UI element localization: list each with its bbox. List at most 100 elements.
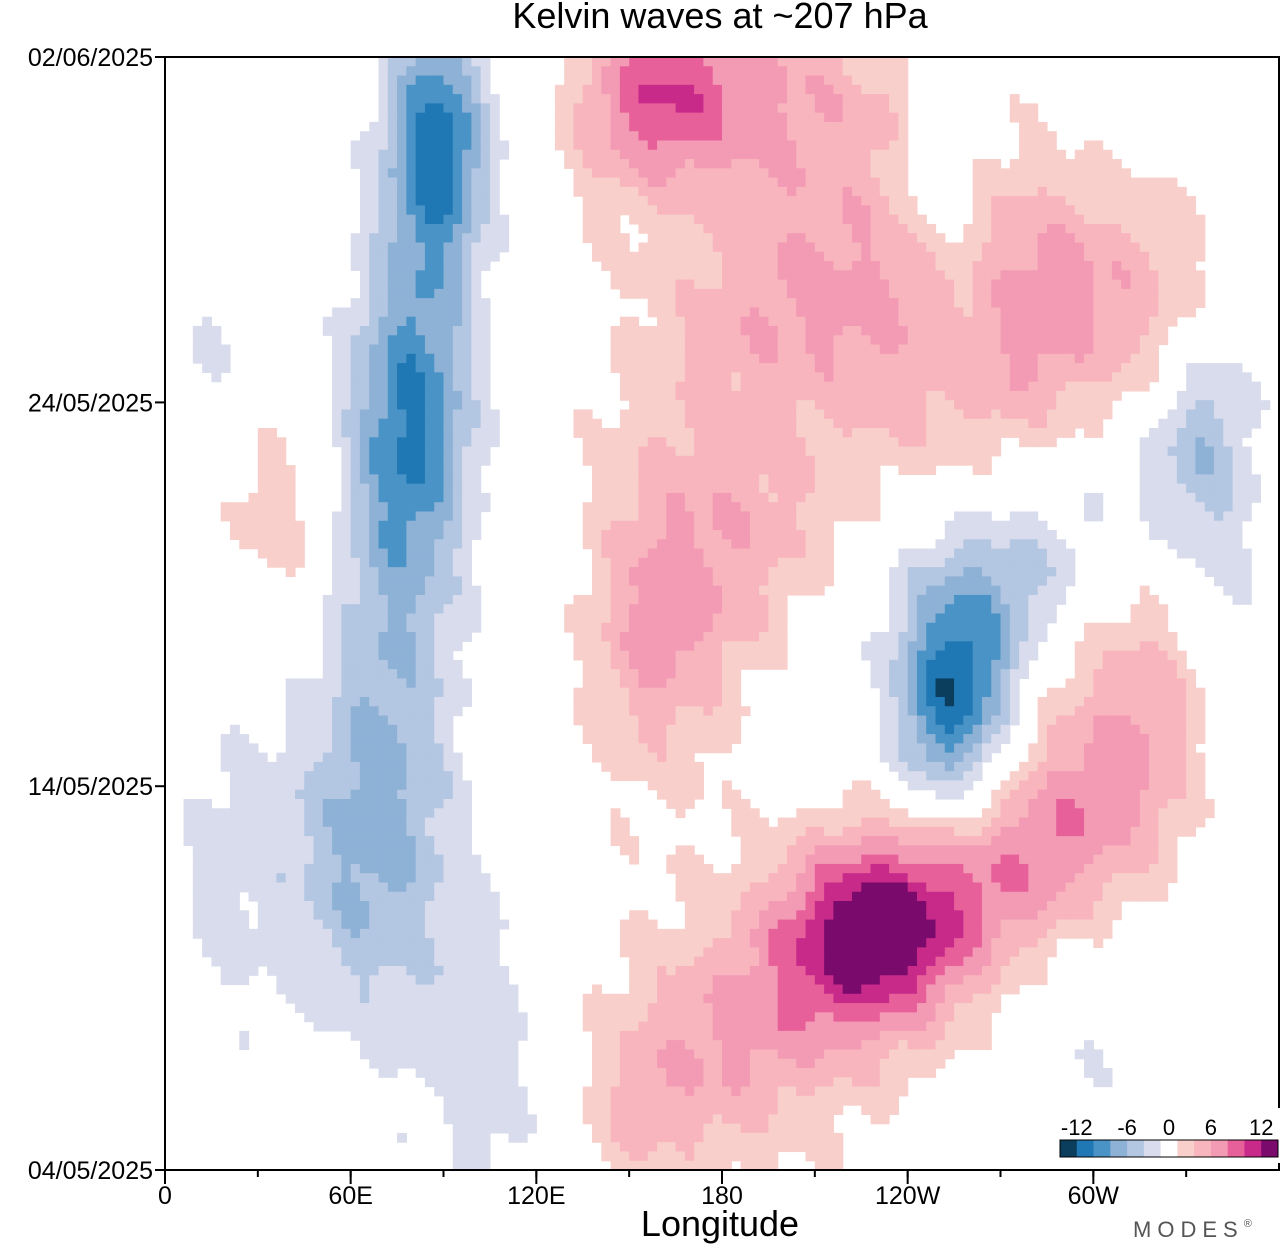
contour-cell	[981, 363, 992, 373]
contour-cell	[378, 94, 389, 104]
contour-cell	[916, 242, 927, 253]
contour-cell	[369, 140, 380, 151]
contour-cell	[1056, 390, 1067, 401]
contour-cell	[991, 316, 1002, 327]
contour-cell	[1176, 492, 1187, 503]
contour-cell	[981, 214, 992, 225]
contour-cell	[935, 316, 946, 327]
contour-cell	[712, 159, 723, 169]
contour-cell	[926, 316, 937, 327]
contour-cell	[1232, 557, 1243, 568]
contour-cell	[610, 223, 621, 234]
contour-cell	[406, 437, 417, 448]
contour-cell	[1139, 353, 1150, 364]
contour-cell	[981, 159, 992, 169]
contour-cell	[369, 214, 380, 225]
contour-cell	[731, 576, 742, 587]
contour-cell	[1176, 307, 1187, 318]
contour-cell	[833, 214, 844, 225]
contour-cell	[703, 261, 714, 271]
contour-cell	[1158, 205, 1169, 216]
contour-cell	[1167, 687, 1178, 698]
contour-cell	[647, 706, 658, 717]
contour-cell	[276, 520, 287, 531]
contour-cell	[1084, 622, 1094, 633]
contour-cell	[1139, 492, 1150, 503]
contour-cell	[1186, 696, 1197, 707]
contour-cell	[378, 520, 389, 531]
contour-cell	[731, 455, 742, 466]
contour-cell	[759, 418, 770, 429]
contour-cell	[1084, 298, 1094, 309]
contour-cell	[935, 585, 946, 596]
contour-cell	[675, 84, 686, 95]
contour-cell	[378, 539, 389, 550]
contour-cell	[341, 409, 352, 420]
contour-cell	[972, 307, 983, 318]
contour-cell	[387, 363, 398, 373]
contour-cell	[833, 344, 844, 355]
contour-cell	[387, 75, 398, 86]
contour-cell	[1056, 381, 1067, 392]
contour-cell	[759, 520, 770, 531]
contour-cell	[406, 159, 417, 169]
contour-cell	[332, 409, 342, 420]
contour-cell	[462, 502, 472, 513]
contour-cell	[684, 585, 695, 596]
contour-cell	[619, 84, 630, 95]
contour-cell	[443, 687, 454, 698]
contour-cell	[638, 548, 649, 559]
contour-cell	[294, 706, 305, 717]
contour-cell	[898, 112, 909, 123]
contour-cell	[1019, 650, 1029, 661]
contour-cell	[1093, 205, 1104, 216]
contour-cell	[796, 372, 807, 383]
contour-cell	[1204, 409, 1215, 420]
contour-cell	[740, 168, 751, 179]
contour-cell	[1093, 381, 1104, 392]
contour-cell	[276, 446, 287, 457]
contour-cell	[954, 567, 964, 578]
contour-cell	[740, 409, 751, 420]
contour-cell	[415, 502, 426, 513]
contour-cell	[480, 363, 491, 373]
contour-cell	[629, 112, 640, 123]
contour-cell	[805, 400, 816, 411]
contour-cell	[824, 492, 834, 503]
contour-cell	[378, 325, 389, 336]
contour-cell	[694, 650, 705, 661]
contour-cell	[703, 567, 714, 578]
contour-cell	[1167, 214, 1178, 225]
contour-cell	[777, 604, 788, 615]
contour-cell	[462, 131, 472, 142]
contour-cell	[1037, 585, 1048, 596]
contour-cell	[341, 465, 352, 475]
contour-cell	[972, 594, 983, 605]
contour-cell	[304, 696, 315, 707]
contour-cell	[861, 233, 872, 244]
contour-cell	[842, 418, 853, 429]
contour-cell	[601, 177, 612, 188]
contour-cell	[397, 706, 407, 717]
contour-cell	[378, 131, 389, 142]
contour-cell	[675, 622, 686, 633]
contour-cell	[657, 604, 667, 615]
contour-cell	[1019, 131, 1029, 142]
contour-cell	[424, 131, 435, 142]
contour-cell	[879, 75, 890, 86]
contour-cell	[480, 316, 491, 327]
contour-cell	[703, 121, 714, 132]
contour-cell	[1074, 251, 1085, 262]
contour-cell	[666, 103, 677, 114]
contour-cell	[350, 233, 361, 244]
contour-cell	[694, 492, 705, 503]
contour-cell	[610, 594, 621, 605]
contour-cell	[916, 650, 927, 661]
contour-cell	[387, 288, 398, 299]
contour-cell	[935, 270, 946, 281]
contour-cell	[1074, 196, 1085, 207]
contour-cell	[452, 474, 463, 485]
contour-cell	[759, 465, 770, 475]
contour-cell	[935, 650, 946, 661]
contour-cell	[601, 196, 612, 207]
